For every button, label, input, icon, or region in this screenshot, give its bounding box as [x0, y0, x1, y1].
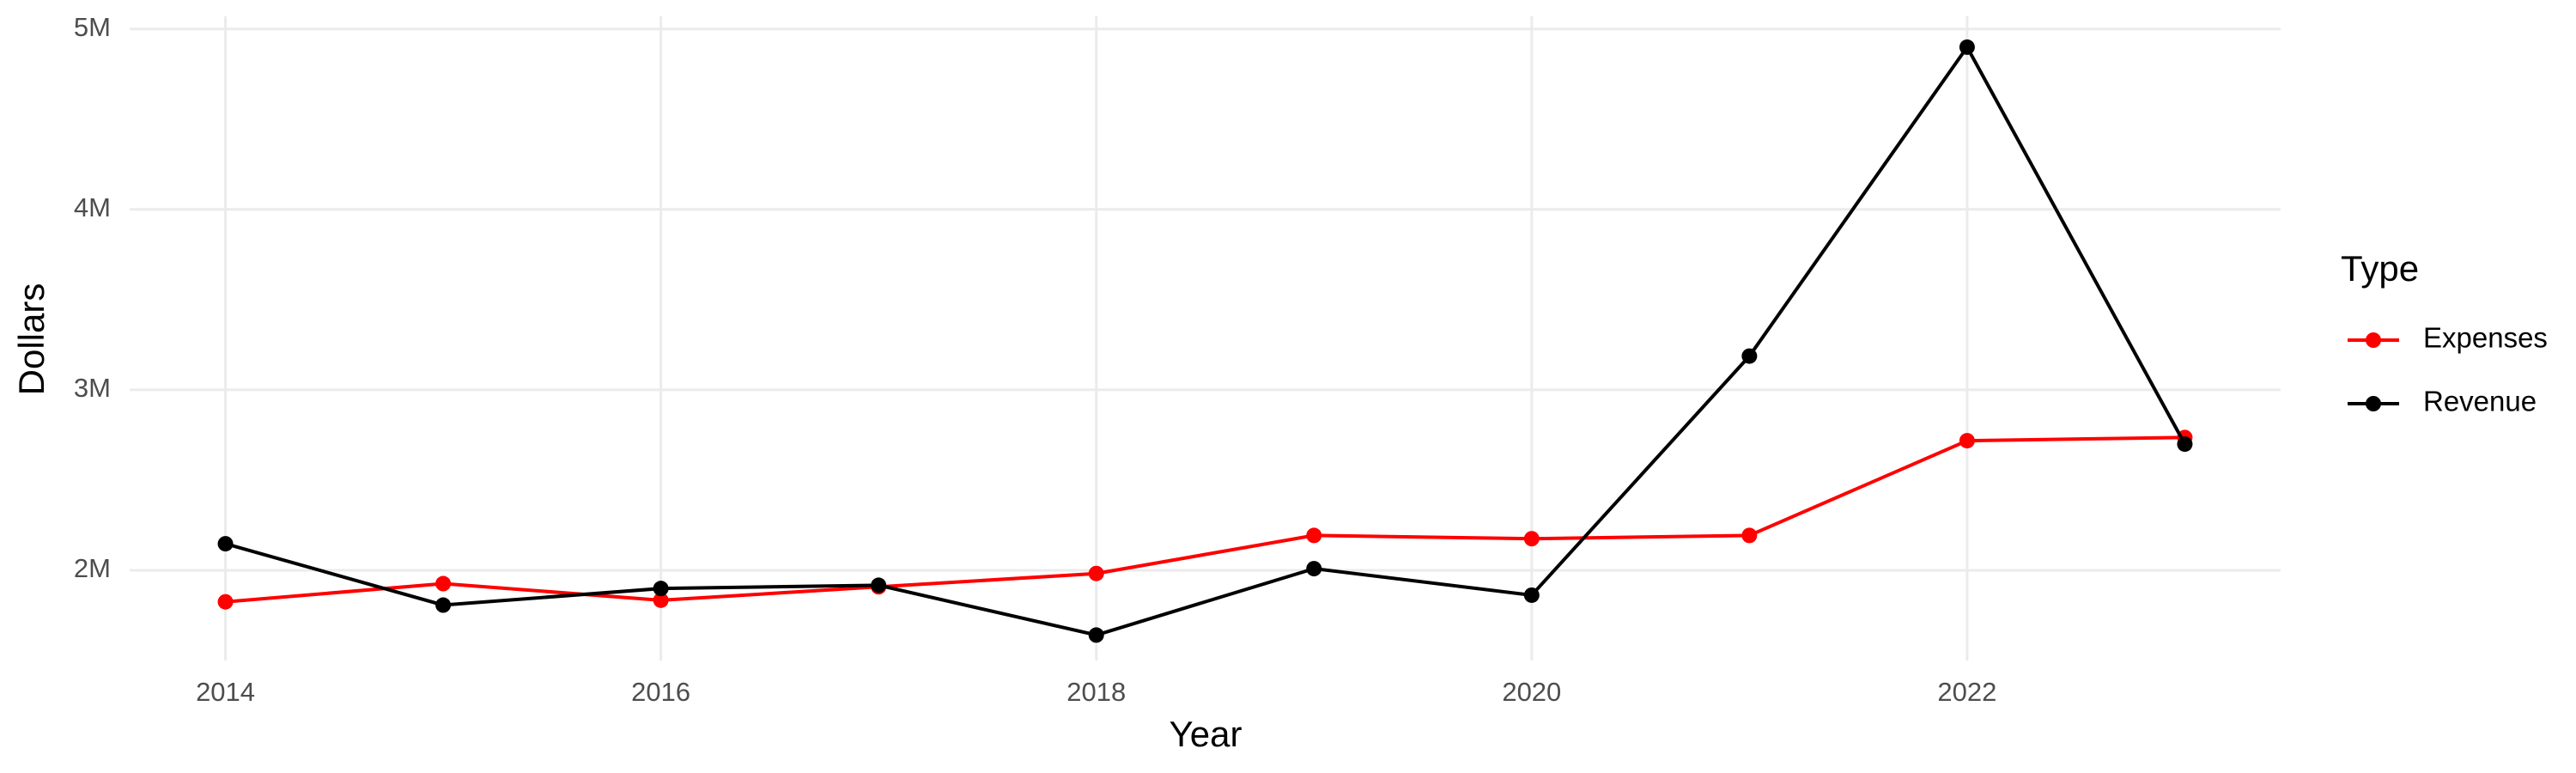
data-point — [1523, 531, 1540, 547]
data-point — [2177, 436, 2193, 453]
data-point — [435, 597, 452, 613]
data-point — [1306, 527, 1322, 544]
legend-title: Type — [2341, 248, 2419, 289]
data-point — [1741, 348, 1758, 364]
legend-swatch-point — [2366, 396, 2381, 411]
y-axis-title: Dollars — [11, 283, 52, 396]
data-point — [653, 581, 669, 597]
y-tick-label: 5M — [74, 12, 111, 42]
data-point — [1959, 39, 1975, 55]
data-point — [871, 577, 887, 593]
x-tick-label: 2016 — [631, 677, 690, 707]
x-tick-label: 2018 — [1066, 677, 1126, 707]
data-point — [1523, 587, 1540, 603]
data-point — [653, 592, 669, 608]
data-point — [1088, 627, 1104, 643]
data-point — [435, 575, 452, 592]
data-point — [1741, 527, 1758, 544]
y-tick-label: 3M — [74, 373, 111, 403]
y-tick-label: 4M — [74, 192, 111, 222]
legend-swatch-point — [2366, 332, 2381, 348]
series-line — [225, 435, 2185, 604]
grid — [130, 16, 2281, 660]
data-point — [217, 593, 234, 610]
data-point — [1306, 561, 1322, 577]
data-point — [1959, 433, 1975, 449]
y-tick-label: 2M — [74, 553, 111, 583]
x-axis-title: Year — [1170, 714, 1242, 754]
series-line — [225, 44, 2187, 637]
x-tick-label: 2020 — [1502, 677, 1561, 707]
x-tick-label: 2022 — [1937, 677, 1996, 707]
legend-label: Revenue — [2423, 386, 2537, 417]
data-point — [1088, 565, 1104, 581]
data-point — [217, 536, 234, 552]
legend-label: Expenses — [2423, 322, 2548, 354]
x-tick-label: 2014 — [196, 677, 255, 707]
